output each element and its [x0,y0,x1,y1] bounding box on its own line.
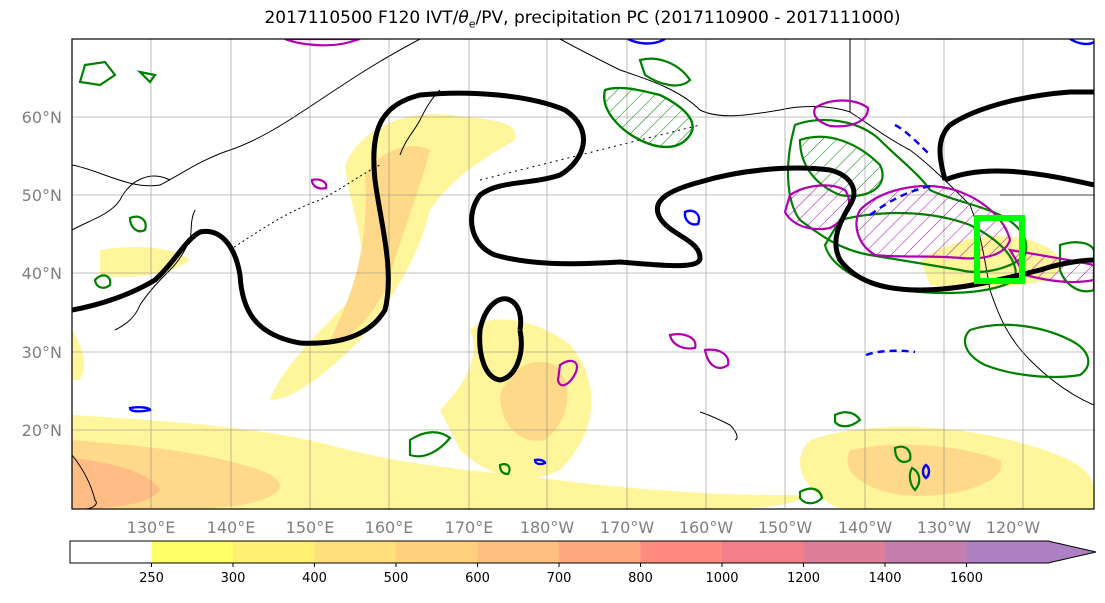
lon-tick-label: 160°W [679,518,734,537]
precip-neg-a [894,123,931,156]
colorbar-segment [885,541,967,563]
colorbar-tick-label: 600 [465,571,490,586]
precip-neg-e [865,349,916,357]
colorbar-segment [559,541,641,563]
theta-e-contours [78,57,1094,505]
precip-neg-d [128,405,152,413]
lon-tick-label: 150°W [758,518,813,537]
colorbar-tick-label: 1400 [868,571,901,586]
lon-tick-label: 130°E [127,518,176,537]
green-contour-d [638,57,692,87]
precip-neg-g [1069,39,1094,46]
colorbar-tick-label: 800 [628,571,653,586]
precip-pos-north [813,99,870,128]
lon-tick-label: 140°W [838,518,893,537]
colorbar-tick-label: 1000 [705,571,738,586]
green-contour-l [798,487,824,505]
precip-neg-h [921,463,931,480]
precip-negative-contours [128,39,1094,480]
colorbar-segment-under [70,541,152,563]
lat-tick-label: 20°N [22,421,62,440]
map-frame [71,38,1095,510]
green-contour-p [498,463,511,476]
lon-tick-label: 170°W [600,518,655,537]
lat-tick-label: 60°N [22,108,62,127]
colorbar-extend-arrow [966,541,1096,563]
coast-japan [139,209,196,306]
colorbar-segment [314,541,397,563]
precip-pos-top [284,39,361,47]
lon-tick-label: 170°E [445,518,494,537]
colorbar-tick-label: 1200 [787,571,820,586]
lon-tick-label: 140°E [207,518,256,537]
colorbar-tick-label: 300 [221,571,246,586]
colorbar-segment [477,541,560,563]
green-contour-k [893,445,912,464]
colorbar-tick-label: 700 [547,571,572,586]
precip-neg-f [627,39,666,45]
colorbar-segment [151,541,234,563]
colorbar-segment [640,541,723,563]
coast-asia [72,39,421,187]
ivt-plume-japan [72,330,85,380]
precip-pos-central [668,333,697,350]
lon-axis: 130°E 140°E 150°E 160°E 170°E 180°W 170°… [127,518,1041,537]
pv-contour-ne-2 [944,168,1094,188]
ivt-plume-subtropic-east-core [847,444,1002,496]
green-contour-g [963,323,1090,379]
precip-pos-central-2 [703,348,730,369]
coast-hawaii [699,411,738,441]
coast-asia-2 [72,175,171,231]
pv-contour-return [477,296,524,383]
precip-neg-i [533,458,547,466]
colorbar-segment [233,541,315,563]
ivt-plume-central-core [500,361,568,441]
green-contour-e-hatch [798,135,884,198]
coast-alaska [559,39,851,117]
lat-tick-label: 50°N [22,186,62,205]
lat-tick-label: 30°N [22,343,62,362]
colorbar-tick-label: 250 [139,571,164,586]
colorbar-segment [722,541,804,563]
precip-positive-contours [284,39,1094,387]
green-contour-a [78,60,117,87]
coast-philippines [72,454,97,509]
colorbar-segment [396,541,478,563]
green-contour-j [833,411,862,428]
lon-tick-label: 130°W [917,518,972,537]
pv-contour-main [72,90,1094,346]
colorbar: 250 300 400 500 600 700 800 1000 1200 1400 1600 [69,540,1097,586]
pv-contours [72,89,1094,383]
colorbar-tick-label: 1600 [950,571,983,586]
lon-tick-label: 160°E [365,518,414,537]
green-contour-o [908,466,921,492]
lat-tick-label: 40°N [22,264,62,283]
chart-title: 2017110500 F120 IVT/θe/PV, precipitation… [264,8,901,31]
lon-tick-label: 120°W [986,518,1041,537]
target-region-box [974,215,1025,284]
precip-neg-b [869,183,936,216]
coast-japan-2 [114,304,141,331]
green-contour-n [93,274,112,289]
precip-neg-c [683,209,701,226]
lon-tick-label: 150°E [286,518,335,537]
precip-pos-central-3 [556,359,578,387]
green-contour-i [408,431,452,458]
colorbar-tick-label: 500 [384,571,409,586]
colorbar-tick-label: 400 [302,571,327,586]
colorbar-outline [69,540,1097,564]
coast-aleutians [479,124,701,181]
lon-tick-label: 180°W [520,518,575,537]
pv-contour-ne [937,89,1094,181]
precip-pos-japan [310,178,328,190]
green-contour-m [128,215,147,233]
green-contour-b [136,70,157,84]
lat-axis: 20°N 30°N 40°N 50°N 60°N [22,108,62,440]
colorbar-segment [803,541,886,563]
green-contour-c-hatch [603,86,694,148]
coast-kamchatka [399,89,441,156]
